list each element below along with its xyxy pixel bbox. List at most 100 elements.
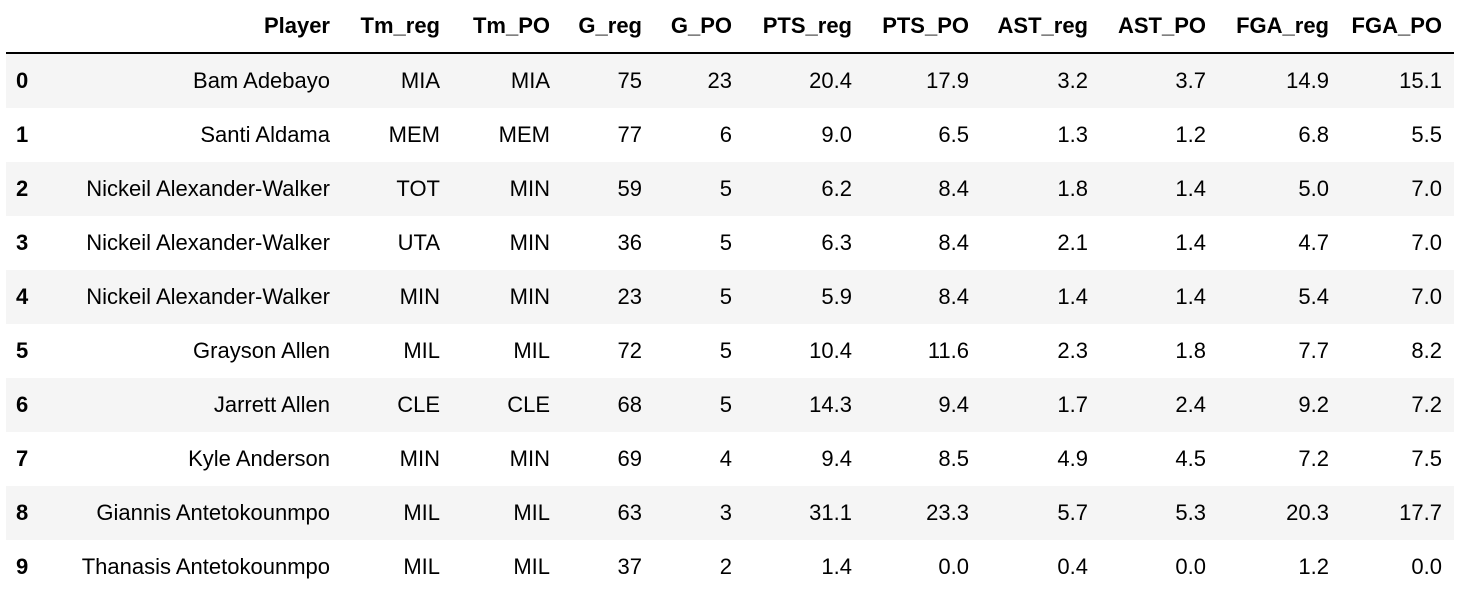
player-cell: Kyle Anderson bbox=[188, 446, 330, 471]
header-g-reg: G_reg bbox=[562, 0, 654, 54]
player-cell: Santi Aldama bbox=[200, 122, 330, 147]
fga-po-cell: 5.5 bbox=[1411, 122, 1442, 147]
g-reg-cell: 72 bbox=[617, 338, 642, 363]
tm-reg-cell: MIA bbox=[400, 68, 440, 93]
table-row: 3 Nickeil Alexander-Walker UTA MIN 36 5 6.3 8.4… bbox=[6, 216, 1454, 270]
header-player: Player bbox=[48, 0, 342, 54]
table-row: 4 Nickeil Alexander-Walker MIN MIN 23 5 5.9 8.4… bbox=[6, 270, 1454, 324]
ast-reg-cell: 3.2 bbox=[1057, 68, 1088, 93]
ast-reg-cell: 1.7 bbox=[1057, 392, 1088, 417]
player-cell: Bam Adebayo bbox=[193, 68, 330, 93]
pts-reg-cell: 20.4 bbox=[809, 68, 852, 93]
pts-po-cell: 23.3 bbox=[926, 500, 969, 525]
row-index: 3 bbox=[16, 230, 29, 255]
ast-po-cell: 4.5 bbox=[1175, 446, 1206, 471]
pts-po-cell: 8.4 bbox=[938, 230, 969, 255]
g-reg-cell: 63 bbox=[617, 500, 642, 525]
g-reg-cell: 69 bbox=[617, 446, 642, 471]
table-body: 0 Bam Adebayo MIA MIA 75 23 20.4 17.9 3.2 3.7 14.9… bbox=[6, 53, 1454, 594]
player-cell: Nickeil Alexander-Walker bbox=[86, 176, 330, 201]
pts-reg-cell: 6.2 bbox=[821, 176, 852, 201]
row-index: 8 bbox=[16, 500, 29, 525]
g-reg-cell: 68 bbox=[617, 392, 642, 417]
header-g-po: G_PO bbox=[654, 0, 744, 54]
pts-reg-cell: 1.4 bbox=[821, 554, 852, 579]
row-index: 9 bbox=[16, 554, 29, 579]
tm-reg-cell: MIN bbox=[399, 284, 440, 309]
header-fga-po: FGA_PO bbox=[1341, 0, 1454, 54]
fga-po-cell: 7.0 bbox=[1411, 284, 1442, 309]
tm-reg-cell: UTA bbox=[397, 230, 440, 255]
table-row: 5 Grayson Allen MIL MIL 72 5 10.4 11.6 2.3 1.8 7.7… bbox=[6, 324, 1454, 378]
fga-po-cell: 7.0 bbox=[1411, 176, 1442, 201]
ast-reg-cell: 1.4 bbox=[1057, 284, 1088, 309]
g-po-cell: 5 bbox=[719, 284, 732, 309]
g-po-cell: 5 bbox=[719, 392, 732, 417]
g-po-cell: 5 bbox=[719, 230, 732, 255]
fga-reg-cell: 5.0 bbox=[1298, 176, 1329, 201]
tm-po-cell: MIA bbox=[510, 68, 550, 93]
table-row: 0 Bam Adebayo MIA MIA 75 23 20.4 17.9 3.2 3.7 14.9… bbox=[6, 53, 1454, 108]
pts-reg-cell: 31.1 bbox=[809, 500, 852, 525]
ast-reg-cell: 1.3 bbox=[1057, 122, 1088, 147]
fga-reg-cell: 7.7 bbox=[1298, 338, 1329, 363]
g-reg-cell: 36 bbox=[617, 230, 642, 255]
pts-reg-cell: 5.9 bbox=[821, 284, 852, 309]
ast-reg-cell: 0.4 bbox=[1057, 554, 1088, 579]
fga-reg-cell: 14.9 bbox=[1286, 68, 1329, 93]
fga-reg-cell: 4.7 bbox=[1298, 230, 1329, 255]
tm-reg-cell: TOT bbox=[396, 176, 440, 201]
pts-po-cell: 6.5 bbox=[938, 122, 969, 147]
fga-reg-cell: 1.2 bbox=[1298, 554, 1329, 579]
g-po-cell: 3 bbox=[719, 500, 732, 525]
pts-po-cell: 17.9 bbox=[926, 68, 969, 93]
player-cell: Nickeil Alexander-Walker bbox=[86, 230, 330, 255]
tm-reg-cell: MIL bbox=[403, 554, 440, 579]
table-row: 6 Jarrett Allen CLE CLE 68 5 14.3 9.4 1.7 2.4 9.2 7… bbox=[6, 378, 1454, 432]
tm-reg-cell: MIL bbox=[403, 338, 440, 363]
fga-po-cell: 8.2 bbox=[1411, 338, 1442, 363]
ast-po-cell: 1.4 bbox=[1175, 230, 1206, 255]
fga-po-cell: 7.2 bbox=[1411, 392, 1442, 417]
pts-reg-cell: 9.4 bbox=[821, 446, 852, 471]
fga-po-cell: 7.0 bbox=[1411, 230, 1442, 255]
tm-po-cell: CLE bbox=[507, 392, 550, 417]
header-index bbox=[6, 0, 48, 54]
fga-po-cell: 17.7 bbox=[1399, 500, 1442, 525]
header-pts-reg: PTS_reg bbox=[744, 0, 864, 54]
dataframe-table: Player Tm_reg Tm_PO G_reg G_PO PTS_reg P… bbox=[6, 0, 1454, 594]
pts-po-cell: 9.4 bbox=[938, 392, 969, 417]
tm-po-cell: MIL bbox=[513, 500, 550, 525]
fga-reg-cell: 5.4 bbox=[1298, 284, 1329, 309]
g-reg-cell: 59 bbox=[617, 176, 642, 201]
fga-reg-cell: 9.2 bbox=[1298, 392, 1329, 417]
ast-reg-cell: 2.1 bbox=[1057, 230, 1088, 255]
ast-po-cell: 5.3 bbox=[1175, 500, 1206, 525]
fga-reg-cell: 20.3 bbox=[1286, 500, 1329, 525]
player-cell: Thanasis Antetokounmpo bbox=[81, 554, 330, 579]
table-row: 1 Santi Aldama MEM MEM 77 6 9.0 6.5 1.3 1.2 6.8 5.5 bbox=[6, 108, 1454, 162]
row-index: 2 bbox=[16, 176, 29, 201]
pts-reg-cell: 10.4 bbox=[809, 338, 852, 363]
ast-reg-cell: 5.7 bbox=[1057, 500, 1088, 525]
tm-po-cell: MIN bbox=[509, 230, 550, 255]
g-reg-cell: 75 bbox=[617, 68, 642, 93]
g-po-cell: 23 bbox=[707, 68, 732, 93]
row-index: 0 bbox=[16, 68, 29, 93]
header-tm-po: Tm_PO bbox=[452, 0, 562, 54]
row-index: 6 bbox=[16, 392, 29, 417]
g-po-cell: 5 bbox=[719, 176, 732, 201]
table-row: 8 Giannis Antetokounmpo MIL MIL 63 3 31.1 23.3 5… bbox=[6, 486, 1454, 540]
g-po-cell: 4 bbox=[719, 446, 732, 471]
ast-po-cell: 1.8 bbox=[1175, 338, 1206, 363]
ast-po-cell: 1.4 bbox=[1175, 176, 1206, 201]
ast-po-cell: 0.0 bbox=[1175, 554, 1206, 579]
header-tm-reg: Tm_reg bbox=[342, 0, 452, 54]
tm-po-cell: MIN bbox=[509, 176, 550, 201]
pts-po-cell: 8.5 bbox=[938, 446, 969, 471]
tm-po-cell: MIL bbox=[513, 338, 550, 363]
player-cell: Grayson Allen bbox=[193, 338, 330, 363]
table-row: 2 Nickeil Alexander-Walker TOT MIN 59 5 6.2 8.4… bbox=[6, 162, 1454, 216]
pts-po-cell: 11.6 bbox=[927, 338, 969, 363]
